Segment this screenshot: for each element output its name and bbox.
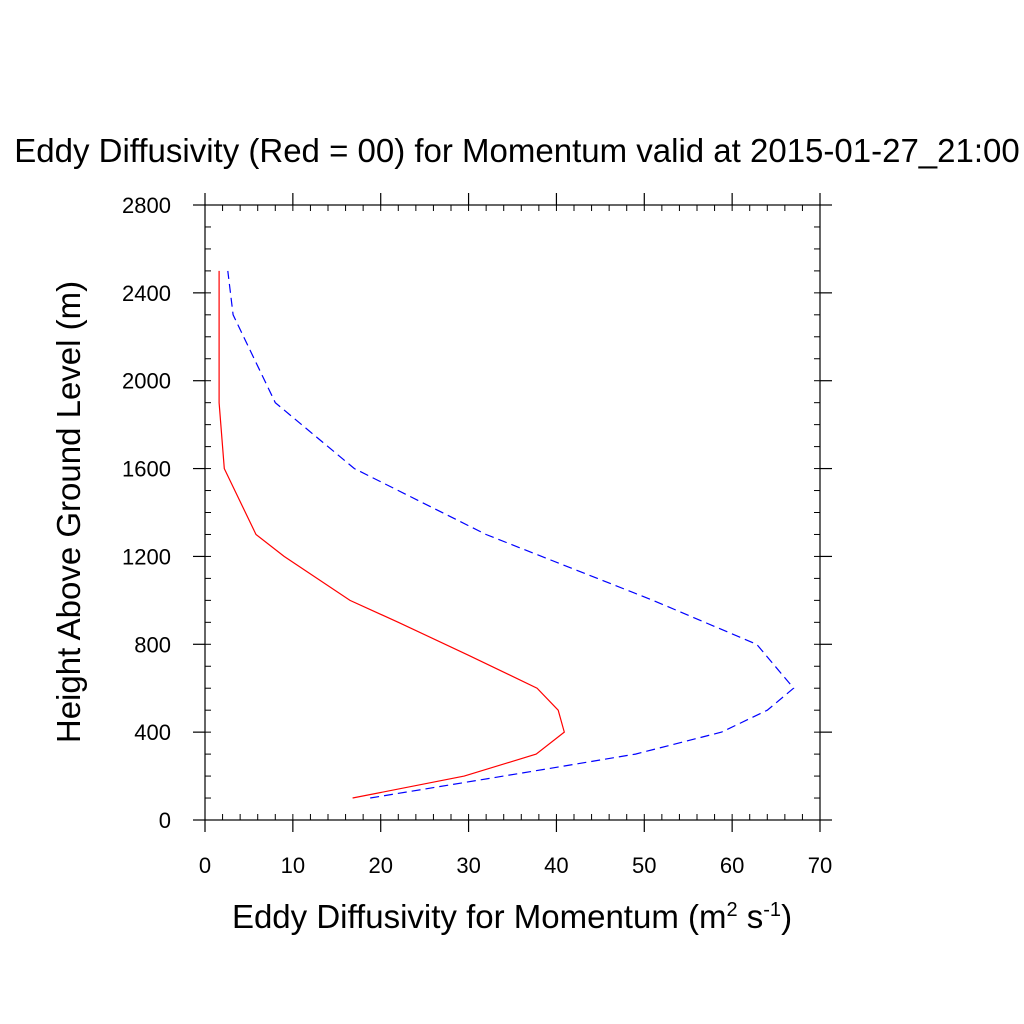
y-tick-label: 2400 — [122, 281, 171, 306]
x-tick-label: 50 — [632, 853, 656, 878]
x-tick-label: 30 — [456, 853, 480, 878]
y-tick-label: 1600 — [122, 457, 171, 482]
x-tick-label: 70 — [808, 853, 832, 878]
tick-labels: 0 10 20 30 40 50 60 70 0 400 800 1200 1600 2000 2400 28… — [122, 193, 832, 878]
x-axis-label: Eddy Diffusivity for Momentum (m2 s-1) — [232, 898, 792, 935]
y-tick-label: 2800 — [122, 193, 171, 218]
x-tick-label: 60 — [720, 853, 744, 878]
plot-border — [204, 204, 821, 821]
series-lines — [218, 270, 795, 799]
series-line-1 — [218, 270, 565, 799]
y-tick-label: 1200 — [122, 544, 171, 569]
x-tick-label: 10 — [281, 853, 305, 878]
y-tick-label: 400 — [134, 720, 171, 745]
x-tick-label: 40 — [544, 853, 568, 878]
y-tick-label: 0 — [159, 808, 171, 833]
tick-marks — [193, 193, 832, 832]
series-line-2 — [227, 270, 795, 799]
x-tick-label: 0 — [199, 853, 211, 878]
y-tick-label: 800 — [134, 632, 171, 657]
x-tick-label: 20 — [368, 853, 392, 878]
plot-frame — [204, 204, 821, 821]
y-tick-label: 2000 — [122, 369, 171, 394]
y-axis-label: Height Above Ground Level (m) — [50, 281, 87, 743]
chart-title: Eddy Diffusivity (Red = 00) for Momentum… — [14, 132, 1020, 169]
